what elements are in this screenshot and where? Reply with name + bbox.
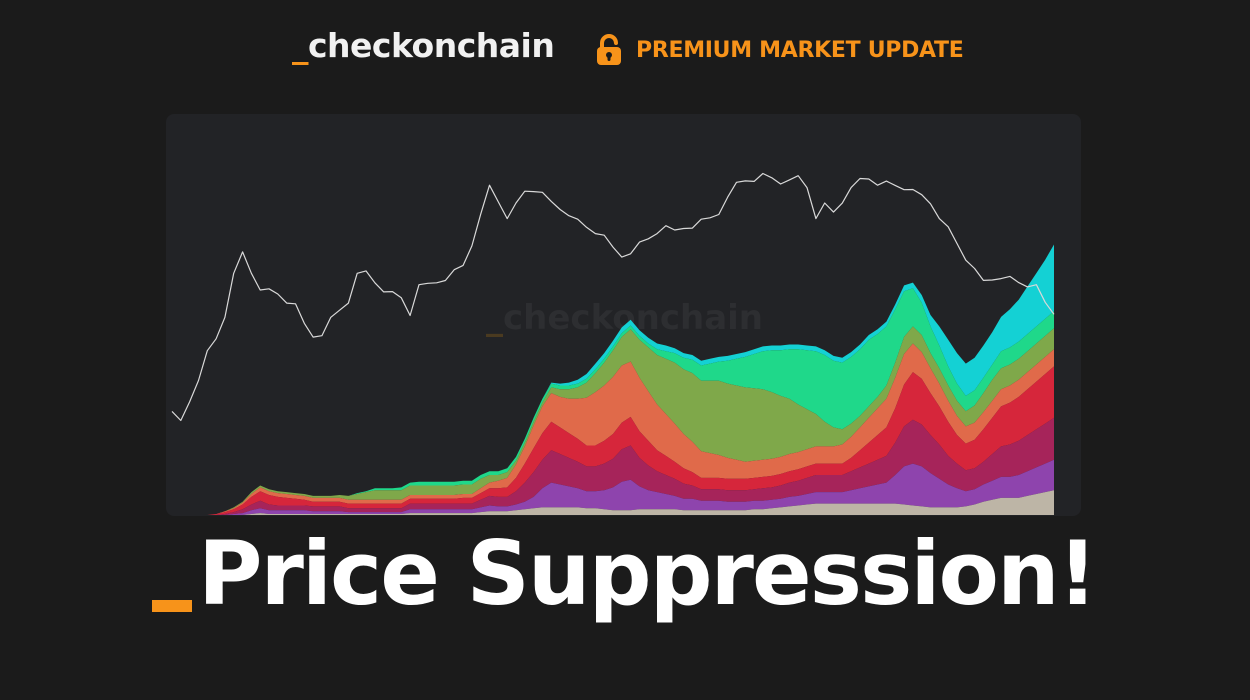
area-series-0 [172,490,1054,515]
brand-name: checkonchain [308,26,555,65]
lock-icon [597,34,621,65]
brand-logo[interactable]: _checkonchain [292,26,555,65]
area-series-3 [172,366,1054,515]
premium-label: PREMIUM MARKET UPDATE [636,37,964,63]
area-series-1 [172,459,1054,515]
price-line-group [171,172,1055,422]
headline-underscore [152,600,192,612]
area-series-2 [172,417,1054,515]
price-line [171,172,1055,422]
watermark-underscore: _ [486,298,503,338]
headline-title: Price Suppression! [198,522,1098,625]
headline: Price Suppression! [152,522,1098,625]
brand-underscore: _ [292,26,309,65]
premium-badge: PREMIUM MARKET UPDATE [596,34,964,66]
chart-card: _checkonchain [166,114,1081,516]
area-series-5 [172,326,1054,515]
area-series-4 [172,343,1054,515]
area-series-group [172,244,1054,515]
area-chart: _checkonchain [171,172,1055,515]
